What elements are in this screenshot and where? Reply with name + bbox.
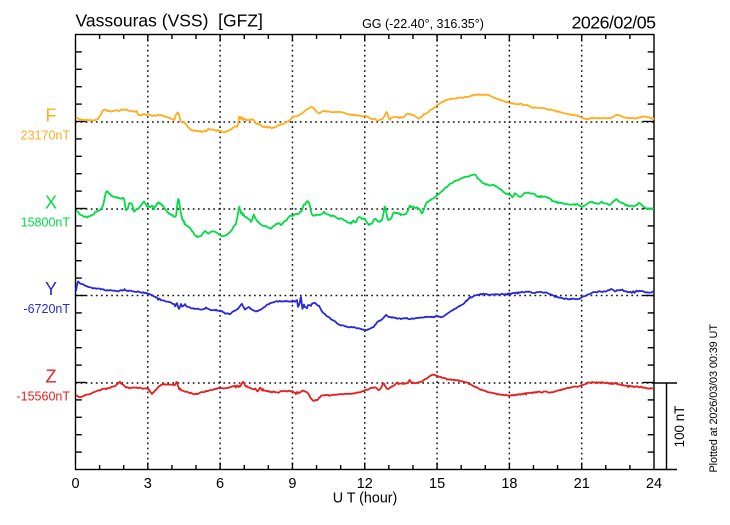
svg-text:Y: Y	[45, 279, 57, 299]
svg-text:F: F	[46, 106, 57, 126]
svg-text:GG (-22.40°, 316.35°): GG (-22.40°, 316.35°)	[362, 17, 484, 31]
svg-text:X: X	[45, 193, 57, 213]
svg-text:Plotted at 2026/03/03 00:39 UT: Plotted at 2026/03/03 00:39 UT	[708, 324, 720, 473]
svg-text:15800nT: 15800nT	[21, 215, 71, 229]
svg-text:18: 18	[501, 476, 517, 492]
svg-text:2026/02/05: 2026/02/05	[572, 13, 657, 33]
svg-text:3: 3	[144, 476, 152, 492]
svg-text:12: 12	[357, 476, 373, 492]
svg-text:24: 24	[646, 476, 662, 492]
svg-text:9: 9	[288, 476, 296, 492]
svg-text:-15560nT: -15560nT	[16, 389, 70, 403]
svg-text:0: 0	[71, 476, 79, 492]
svg-text:Vassouras (VSS) [GFZ]: Vassouras (VSS) [GFZ]	[76, 11, 263, 31]
svg-text:U T (hour): U T (hour)	[333, 490, 398, 506]
svg-text:15: 15	[429, 476, 445, 492]
svg-text:100 nT: 100 nT	[672, 406, 687, 448]
svg-text:-6720nT: -6720nT	[23, 302, 70, 316]
svg-text:6: 6	[216, 476, 224, 492]
svg-text:Z: Z	[46, 367, 57, 387]
svg-text:23170nT: 23170nT	[21, 128, 71, 142]
svg-text:21: 21	[574, 476, 590, 492]
